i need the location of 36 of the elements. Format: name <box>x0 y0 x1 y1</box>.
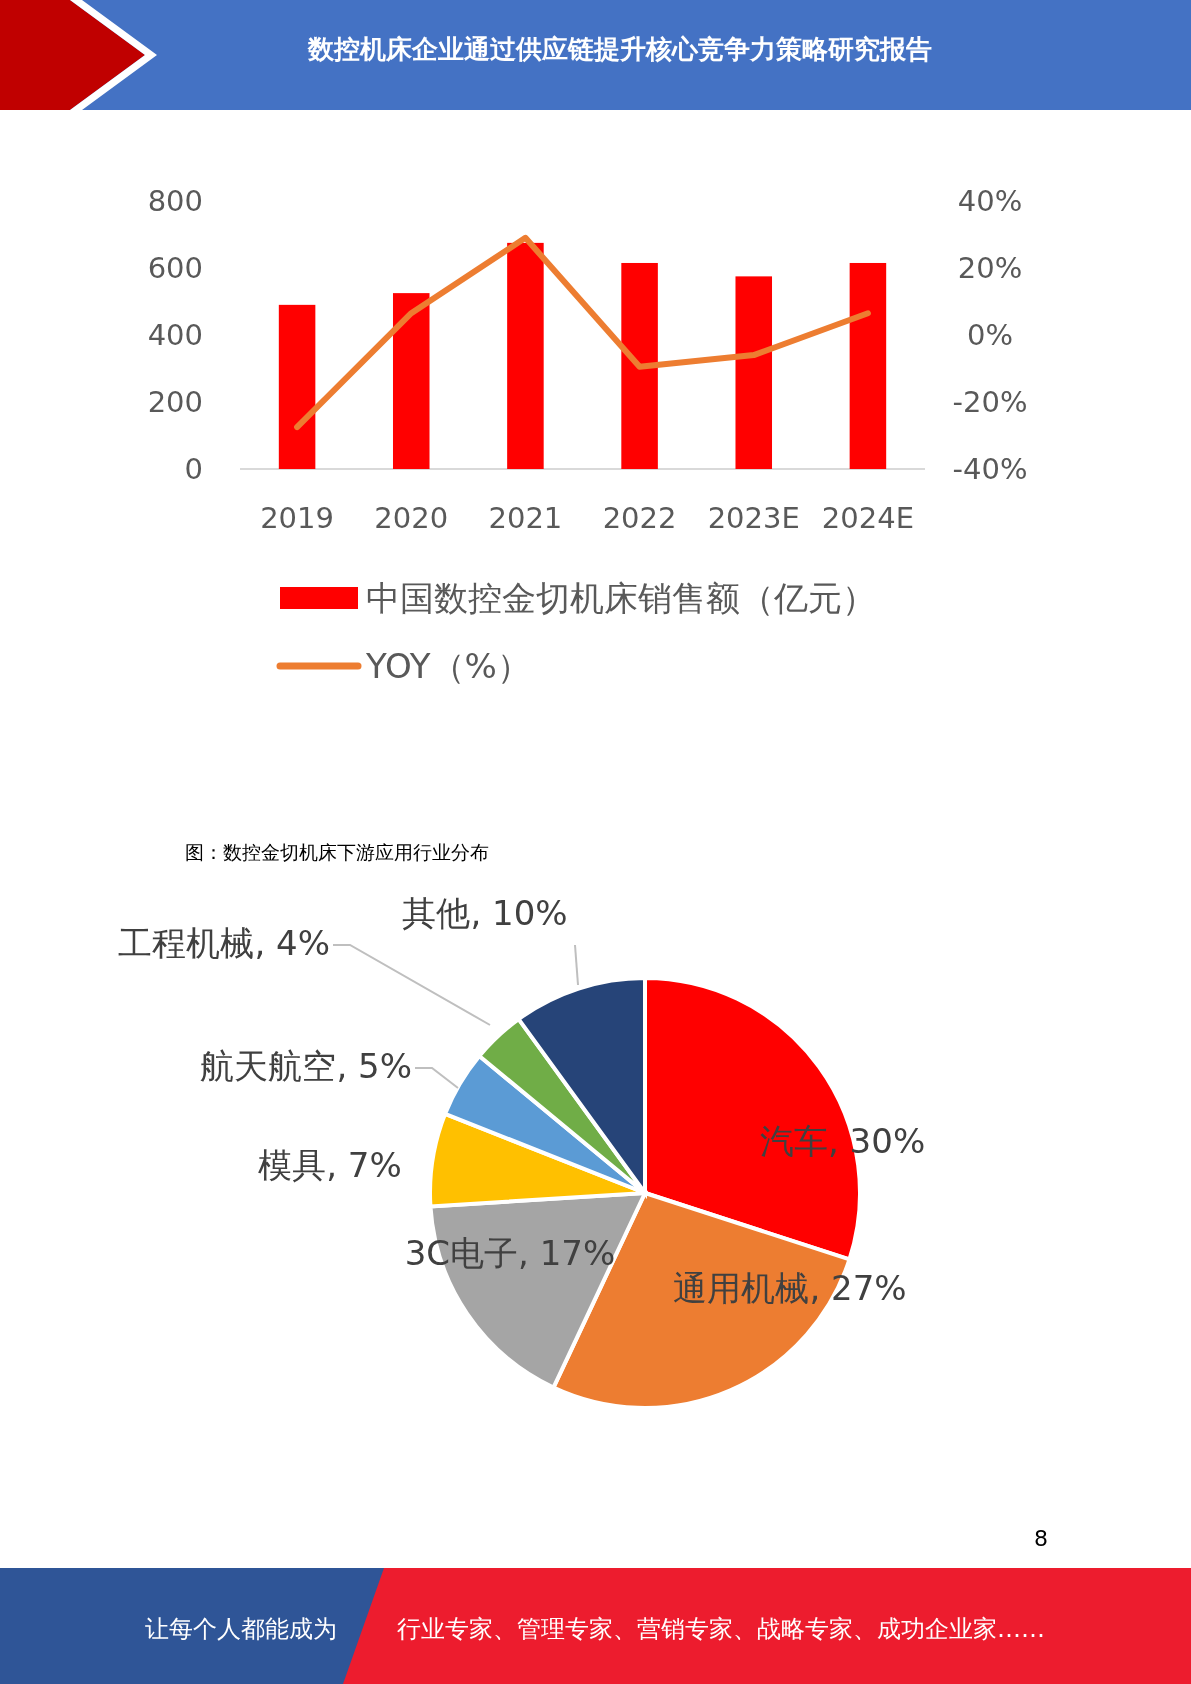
bar <box>735 276 773 469</box>
x-tick-label: 2019 <box>260 501 334 535</box>
text: 让每个人都能成为 <box>145 1615 337 1643</box>
legend-label: 中国数控金切机床销售额（亿元） <box>366 578 876 618</box>
slice-label: 通用机械, 27% <box>673 1268 907 1308</box>
y-tick-label: 200 <box>147 385 203 419</box>
chart-title: 图：数控金切机床下游应用行业分布 <box>185 841 489 863</box>
x-tick-label: 2021 <box>488 501 563 535</box>
y2-tick-label: -20% <box>952 385 1028 419</box>
y-tick-label: 800 <box>147 184 203 218</box>
text: 8 <box>1034 1526 1048 1551</box>
bar <box>278 304 316 469</box>
x-tick-label: 2024E <box>821 501 914 535</box>
chart-title: 数控机床企业通过供应链提升核心竞争力策略研究报告 <box>307 34 932 64</box>
slice-label: 3C电子, 17% <box>404 1233 616 1273</box>
x-tick-label: 2020 <box>374 501 449 535</box>
bar <box>507 242 544 469</box>
legend-label: YOY（%） <box>365 646 531 686</box>
y-tick-label: 0 <box>184 452 203 486</box>
x-tick-label: 2023E <box>707 501 800 535</box>
y2-tick-label: 20% <box>957 251 1023 285</box>
y2-tick-label: 40% <box>957 184 1023 218</box>
bar <box>621 262 658 469</box>
slice-label: 汽车, 30% <box>760 1121 926 1161</box>
y2-tick-label: -40% <box>952 452 1028 486</box>
x-tick-label: 2022 <box>602 501 677 535</box>
text: 行业专家、管理专家、营销专家、战略专家、成功企业家…… <box>397 1615 1045 1643</box>
slice-label: 航天航空, 5% <box>200 1046 412 1086</box>
slice-label: 其他, 10% <box>402 893 568 933</box>
bar <box>392 293 430 469</box>
y-tick-label: 600 <box>147 251 203 285</box>
y2-tick-label: 0% <box>966 318 1014 352</box>
y-tick-label: 400 <box>147 318 203 352</box>
slice-label: 工程机械, 4% <box>118 923 330 963</box>
slice-label: 模具, 7% <box>258 1145 402 1185</box>
bar <box>849 262 887 469</box>
